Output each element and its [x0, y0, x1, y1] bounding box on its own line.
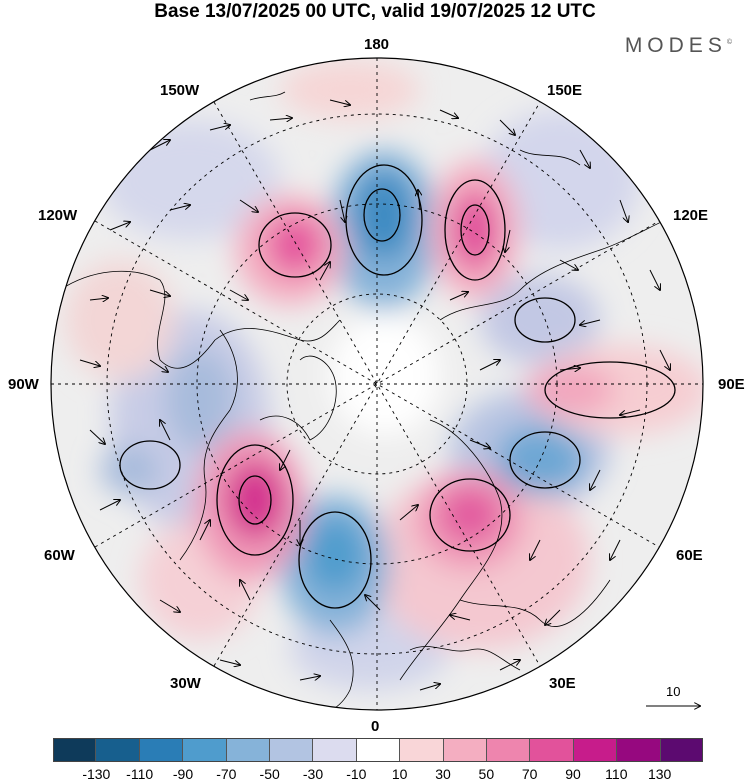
colorbar-cell [270, 738, 314, 762]
colorbar-cell [356, 738, 401, 762]
colorbar-cell [139, 738, 184, 762]
colorbar-cell [530, 738, 574, 762]
lon-label-0: 0 [371, 718, 380, 735]
colorbar-tick-label: 90 [565, 766, 581, 782]
map-border [50, 57, 704, 711]
colorbar-tick-label: -130 [82, 766, 111, 782]
colorbar-cell [53, 738, 97, 762]
lon-label-120e: 120E [673, 207, 709, 224]
colorbar-tick-label: -30 [302, 766, 324, 782]
wind-vectors [79, 99, 670, 691]
lon-label-30e: 30E [549, 675, 576, 692]
colorbar-cell [443, 738, 488, 762]
lon-label-150e: 150E [547, 82, 583, 99]
colorbar [53, 738, 704, 762]
colorbar-cell [573, 738, 618, 762]
lon-label-90w: 90W [8, 376, 39, 393]
colorbar-tick-label: 110 [605, 766, 628, 782]
colorbar-tick-label: -10 [346, 766, 367, 782]
colorbar-tick-label: 50 [478, 766, 495, 782]
colorbar-tick-label: 130 [647, 766, 672, 782]
brand-name: MODES [624, 34, 727, 57]
reference-vector-label: 10 [666, 684, 681, 699]
lon-label-120w: 120W [38, 207, 78, 224]
map-title: Base 13/07/2025 00 UTC, valid 19/07/2025… [154, 1, 596, 22]
brand-logo: MODES© [625, 34, 732, 58]
coastlines [59, 91, 691, 710]
lon-label-180: 180 [364, 36, 390, 53]
colorbar-tick-label: -50 [259, 766, 280, 782]
colorbar-tick-label: 30 [435, 766, 451, 782]
lon-label-30w: 30W [170, 675, 201, 692]
lon-label-150w: 150W [160, 82, 200, 99]
height-contours [119, 164, 676, 609]
colorbar-cell [617, 738, 661, 762]
colorbar-tick-label: -110 [126, 766, 154, 782]
brand-mark: © [726, 39, 732, 46]
colorbar-cell [226, 738, 271, 762]
colorbar-tick-label: -70 [216, 766, 237, 782]
graticule [51, 58, 703, 710]
lon-label-60w: 60W [44, 547, 75, 564]
anomaly-field [65, 60, 703, 690]
colorbar-cell [487, 738, 531, 762]
colorbar-tick-label: 70 [521, 766, 538, 782]
colorbar-tick-label: -90 [172, 766, 194, 782]
colorbar-tick-label: 10 [391, 766, 408, 782]
colorbar-cell [96, 738, 140, 762]
lon-label-60e: 60E [676, 547, 703, 564]
colorbar-cell [400, 738, 444, 762]
lon-label-90e: 90E [718, 376, 745, 393]
colorbar-cell [313, 738, 357, 762]
colorbar-cell [183, 738, 227, 762]
colorbar-cell [660, 738, 704, 762]
